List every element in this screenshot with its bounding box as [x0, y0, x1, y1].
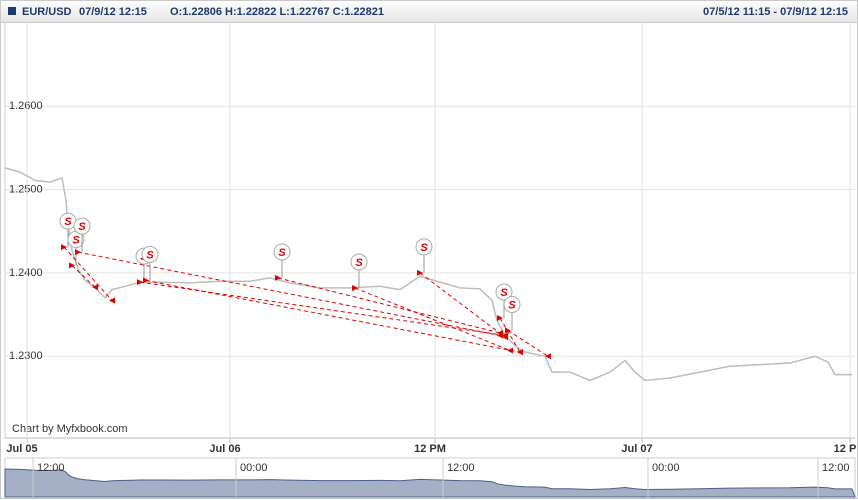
navigator-tick-label: 00:00 — [652, 462, 680, 474]
navigator-tick-label: 12:00 — [822, 462, 850, 474]
trade-label: S — [72, 234, 80, 246]
trade-close — [109, 297, 115, 304]
navigator-tick-label: 12:00 — [37, 462, 65, 474]
trade-marker — [273, 243, 291, 261]
trade-path — [71, 265, 96, 288]
trade-open — [69, 262, 75, 269]
x-tick-label: Jul 05 — [6, 443, 37, 455]
x-tick-label: 12 PM — [414, 443, 446, 455]
trade-path — [63, 246, 113, 301]
trade-open — [143, 277, 149, 284]
y-tick-label: 1.2500 — [9, 183, 43, 195]
trade-path — [419, 272, 506, 338]
trade-path — [277, 277, 501, 334]
trade-label: S — [146, 249, 154, 261]
header-range: 07/5/12 11:15 - 07/9/12 12:15 — [703, 6, 848, 18]
header-ohlc: O:1.22806 H:1.22822 L:1.22767 C:1.22821 — [170, 6, 384, 18]
x-tick-label: Jul 06 — [209, 443, 240, 455]
trade-path — [139, 281, 506, 336]
y-tick-label: 1.2400 — [9, 267, 43, 279]
trade-label: S — [278, 247, 286, 259]
trade-path — [145, 279, 521, 353]
trade-marker — [141, 245, 159, 263]
trade-label: S — [508, 299, 516, 311]
trade-open — [417, 269, 423, 276]
trade-marker — [495, 283, 513, 301]
trade-label: S — [355, 257, 363, 269]
y-tick-label: 1.2600 — [9, 100, 43, 112]
x-tick-label: Jul 07 — [621, 443, 652, 455]
header-datetime: 07/9/12 12:15 — [79, 6, 147, 18]
trade-open — [75, 249, 81, 256]
trade-close — [92, 284, 98, 291]
trade-marker — [350, 253, 368, 271]
symbol-icon — [8, 7, 16, 15]
trade-close — [545, 353, 551, 360]
trade-label: S — [420, 242, 428, 254]
x-tick-label: 12 P — [834, 443, 857, 455]
trade-close — [502, 334, 508, 341]
trade-open — [275, 274, 281, 281]
symbol: EUR/USD — [22, 6, 72, 18]
trade-path — [507, 330, 549, 357]
trade-close — [507, 347, 513, 354]
trade-open — [61, 244, 67, 251]
trade-marker — [503, 295, 521, 313]
y-tick-label: 1.2300 — [9, 350, 43, 362]
navigator-tick-label: 12:00 — [447, 462, 475, 474]
navigator-area — [4, 468, 856, 498]
trade-open — [352, 284, 358, 291]
trade-label: S — [78, 221, 86, 233]
trade-open — [505, 327, 511, 334]
trade-open — [137, 279, 143, 286]
trade-label: S — [64, 216, 72, 228]
trade-label: S — [500, 287, 508, 299]
credit: Chart by Myfxbook.com — [12, 423, 128, 435]
trade-close — [517, 349, 523, 356]
price-line — [4, 167, 852, 382]
trade-path — [77, 251, 501, 336]
trade-marker — [415, 238, 433, 256]
trade-open — [497, 314, 503, 321]
navigator-tick-label: 00:00 — [240, 462, 268, 474]
trade-marker — [73, 217, 91, 235]
